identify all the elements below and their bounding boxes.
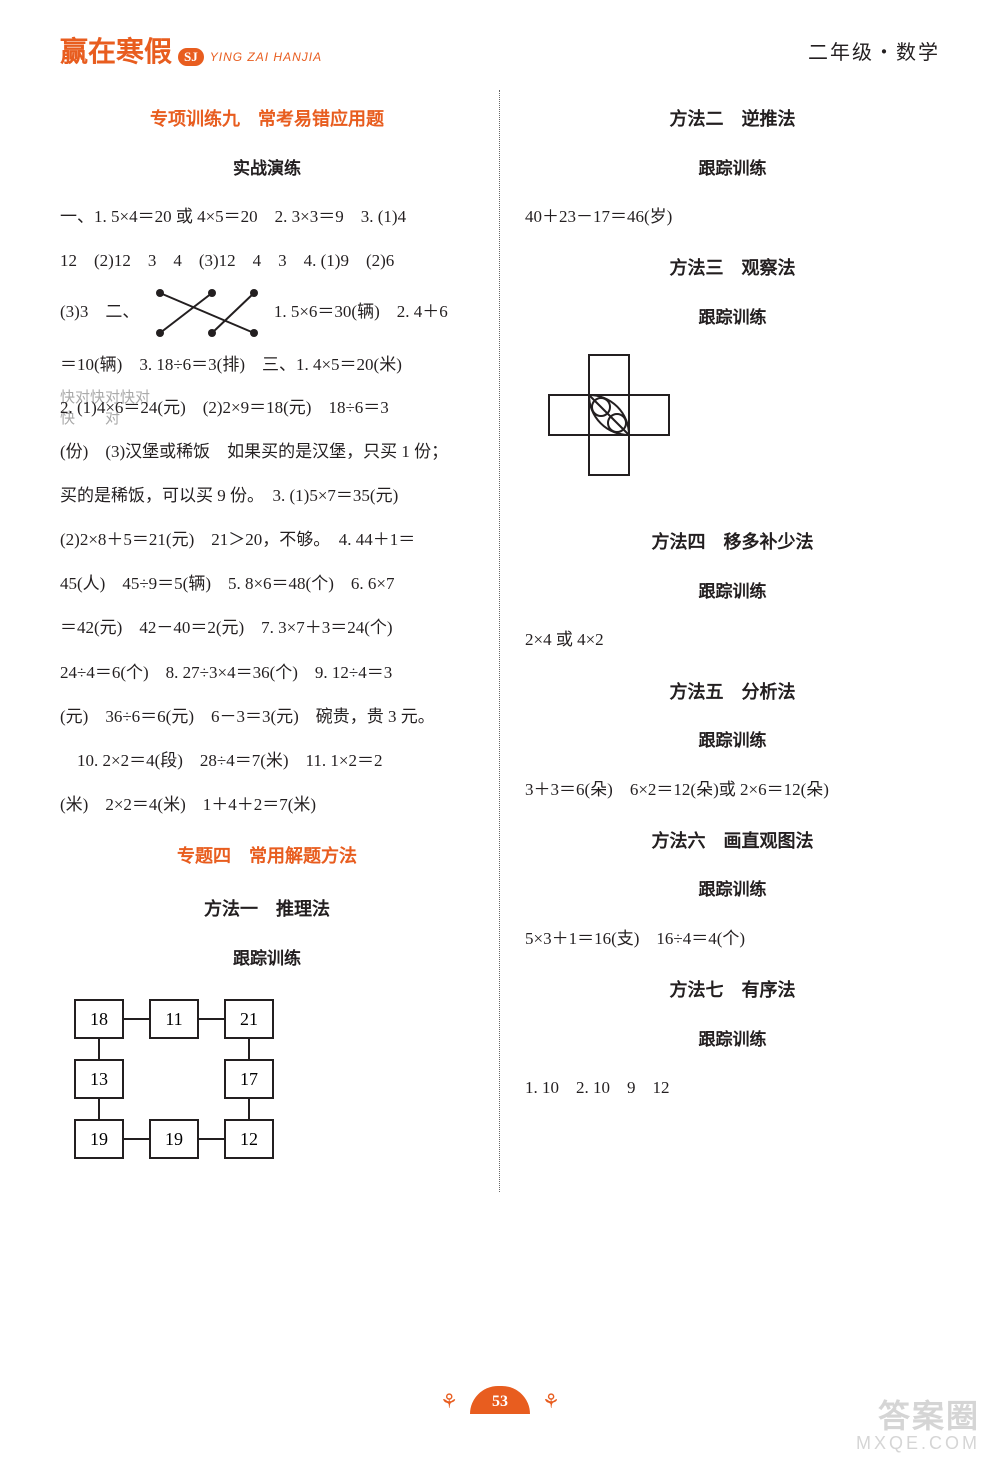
answer-line: ＝10(辆) 3. 18÷6＝3(排) 三、1. 4×5＝20(米) [60,343,474,387]
plant-icon: ⚘ [542,1391,560,1413]
answer-line: ＝42(元) 42－40＝2(元) 7. 3×7＋3＝24(个) [60,606,474,650]
grid-cell: 13 [90,1069,108,1089]
method-title: 方法七 有序法 [525,967,940,1014]
subtitle: 实战演练 [60,147,474,191]
grid-cell: 11 [165,1009,182,1029]
grid-cell: 18 [90,1009,108,1029]
answer-line: 12 (2)12 3 4 (3)12 4 3 4. (1)9 (2)6 [60,239,474,283]
follow-title: 跟踪训练 [525,296,940,340]
topic-title: 专项训练九 常考易错应用题 [60,96,474,143]
answer-line: 1. 10 2. 10 9 12 [525,1066,940,1110]
page-number: 53 [470,1386,530,1414]
answer-line: (元) 36÷6＝6(元) 6－3＝3(元) 碗贵，贵 3 元。 [60,695,474,739]
logo-badge: SJ [178,48,204,66]
answer-line: (2)2×8＋5＝21(元) 21＞20，不够。 4. 44＋1＝ [60,518,474,562]
answer-line: 10. 2×2＝4(段) 28÷4＝7(米) 11. 1×2＝2 [60,739,474,783]
grid-cell: 17 [240,1069,258,1089]
grid-cell: 21 [240,1009,258,1029]
method-title: 方法一 推理法 [60,886,474,933]
answer-line: 2. (1)4×6＝24(元) (2)2×9＝18(元) 18÷6＝3 [60,386,474,430]
method-title: 方法四 移多补少法 [525,519,940,566]
grid-cell: 19 [90,1129,108,1149]
method-title: 方法三 观察法 [525,245,940,292]
grid-cell: 12 [240,1129,258,1149]
observation-diagram [529,350,699,490]
text-before: (3)3 二、 [60,302,139,321]
follow-title: 跟踪训练 [525,570,940,614]
number-grid-diagram: 18 11 21 13 17 19 19 12 [70,995,280,1165]
plant-icon: ⚘ [440,1391,458,1413]
method-title: 方法二 逆推法 [525,96,940,143]
answer-line: 一、1. 5×4＝20 或 4×5＝20 2. 3×3＝9 3. (1)4 [60,195,474,239]
answer-line: 买的是稀饭，可以买 9 份。 3. (1)5×7＝35(元) [60,474,474,518]
logo-pinyin: YING ZAI HANJIA [210,50,322,64]
grid-cell: 19 [165,1129,183,1149]
grade-subject: 二年级・数学 [808,36,940,65]
corner-watermark: 答案圈 MXQE.COM [856,1399,980,1454]
method-title: 方法六 画直观图法 [525,818,940,865]
right-column: 方法二 逆推法 跟踪训练 40＋23－17＝46(岁) 方法三 观察法 跟踪训练 [500,90,940,1192]
follow-title: 跟踪训练 [525,719,940,763]
footer: ⚘ 53 ⚘ [0,1386,1000,1414]
logo-title: 赢在寒假 [60,30,172,70]
follow-title: 跟踪训练 [60,937,474,981]
follow-title: 跟踪训练 [525,868,940,912]
topic-title: 专题四 常用解题方法 [60,833,474,880]
left-column: 专项训练九 常考易错应用题 实战演练 一、1. 5×4＝20 或 4×5＝20 … [60,90,500,1192]
answer-line: 3＋3＝6(朵) 6×2＝12(朵)或 2×6＝12(朵) [525,768,940,812]
answer-line: (米) 2×2＝4(米) 1＋4＋2＝7(米) [60,783,474,827]
answer-line: 45(人) 45÷9＝5(辆) 5. 8×6＝48(个) 6. 6×7 [60,562,474,606]
answer-line: 40＋23－17＝46(岁) [525,195,940,239]
follow-title: 跟踪训练 [525,147,940,191]
answer-line: (份) (3)汉堡或稀饭 如果买的是汉堡，只买 1 份； [60,430,474,474]
text-after: 1. 5×6＝30(辆) 2. 4＋6 [274,302,448,321]
answer-line: 2×4 或 4×2 [525,618,940,662]
follow-title: 跟踪训练 [525,1018,940,1062]
answer-line: 5×3＋1＝16(支) 16÷4＝4(个) [525,917,940,961]
answer-line: 24÷4＝6(个) 8. 27÷3×4＝36(个) 9. 12÷4＝3 [60,651,474,695]
logo-area: 赢在寒假 SJ YING ZAI HANJIA [60,30,322,70]
answer-line-with-figure: (3)3 二、 1. 5×6＝30(辆) 2. 4＋6 [60,283,474,343]
method-title: 方法五 分析法 [525,669,940,716]
header: 赢在寒假 SJ YING ZAI HANJIA 二年级・数学 [60,30,940,70]
matching-diagram [152,283,262,343]
